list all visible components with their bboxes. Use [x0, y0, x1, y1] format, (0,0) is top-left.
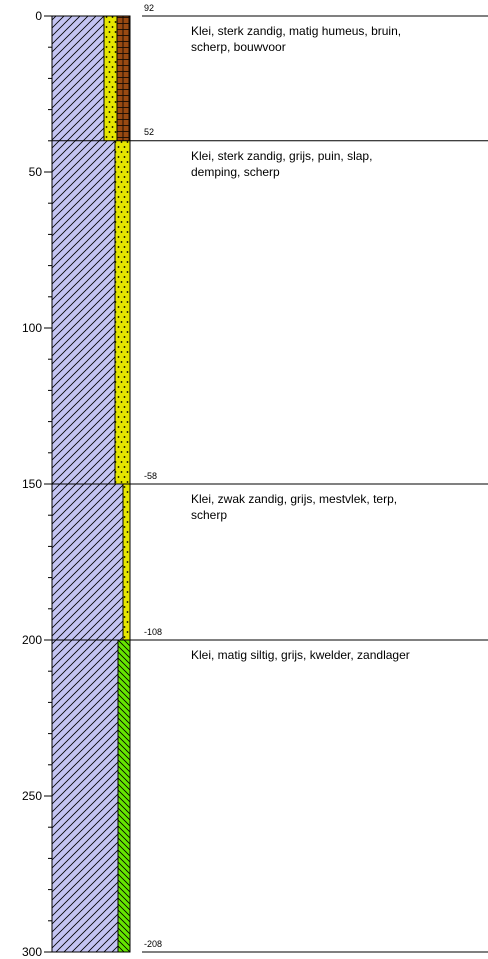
elevation-label-4: -108 [144, 627, 162, 637]
layer-4-description-line-1: Klei, matig siltig, grijs, kwelder, zand… [191, 648, 410, 662]
layer-3-clay-fill [52, 484, 123, 640]
elevation-label-bottom: -208 [144, 939, 162, 949]
layer-4-silt-fill [118, 640, 130, 952]
layer-column [51, 15, 131, 953]
elevation-label-2: 52 [144, 127, 154, 137]
layer-2-clay-fill [52, 140, 115, 485]
layer-4-clay-fill [52, 640, 118, 952]
depth-tick-label: 0 [35, 9, 42, 23]
elevation-labels: 92 52 -58 -108 -208 [144, 3, 162, 949]
depth-axis-ticks: 0 50 100 150 200 250 300 [22, 9, 52, 959]
layer-1-humus-fill [117, 16, 130, 141]
layer-boundaries [52, 15, 488, 953]
layer-3-description-line-1: Klei, zwak zandig, grijs, mestvlek, terp… [191, 492, 397, 506]
layer-1-clay-fill [52, 16, 104, 141]
layer-3-description-line-2: scherp [191, 508, 227, 522]
layer-1-description-line-2: scherp, bouwvoor [191, 40, 286, 54]
elevation-label-1: 92 [144, 3, 154, 13]
depth-tick-label: 150 [22, 477, 42, 491]
depth-tick-label: 100 [22, 321, 42, 335]
layer-descriptions: Klei, sterk zandig, matig humeus, bruin,… [191, 24, 410, 662]
depth-tick-label: 300 [22, 945, 42, 959]
layer-1-description-line-1: Klei, sterk zandig, matig humeus, bruin, [191, 24, 401, 38]
layer-2-description-line-2: demping, scherp [191, 165, 280, 179]
depth-axis: 0 50 100 150 200 250 300 [22, 9, 53, 959]
layer-3-sand-fill [123, 484, 130, 640]
layer-2-description-line-1: Klei, sterk zandig, grijs, puin, slap, [191, 149, 372, 163]
depth-tick-label: 250 [22, 789, 42, 803]
layer-1-sand-fill [104, 16, 117, 141]
layer-2-sand-fill [115, 140, 130, 485]
depth-tick-label: 200 [22, 633, 42, 647]
depth-tick-label: 50 [29, 165, 43, 179]
elevation-label-3: -58 [144, 471, 157, 481]
